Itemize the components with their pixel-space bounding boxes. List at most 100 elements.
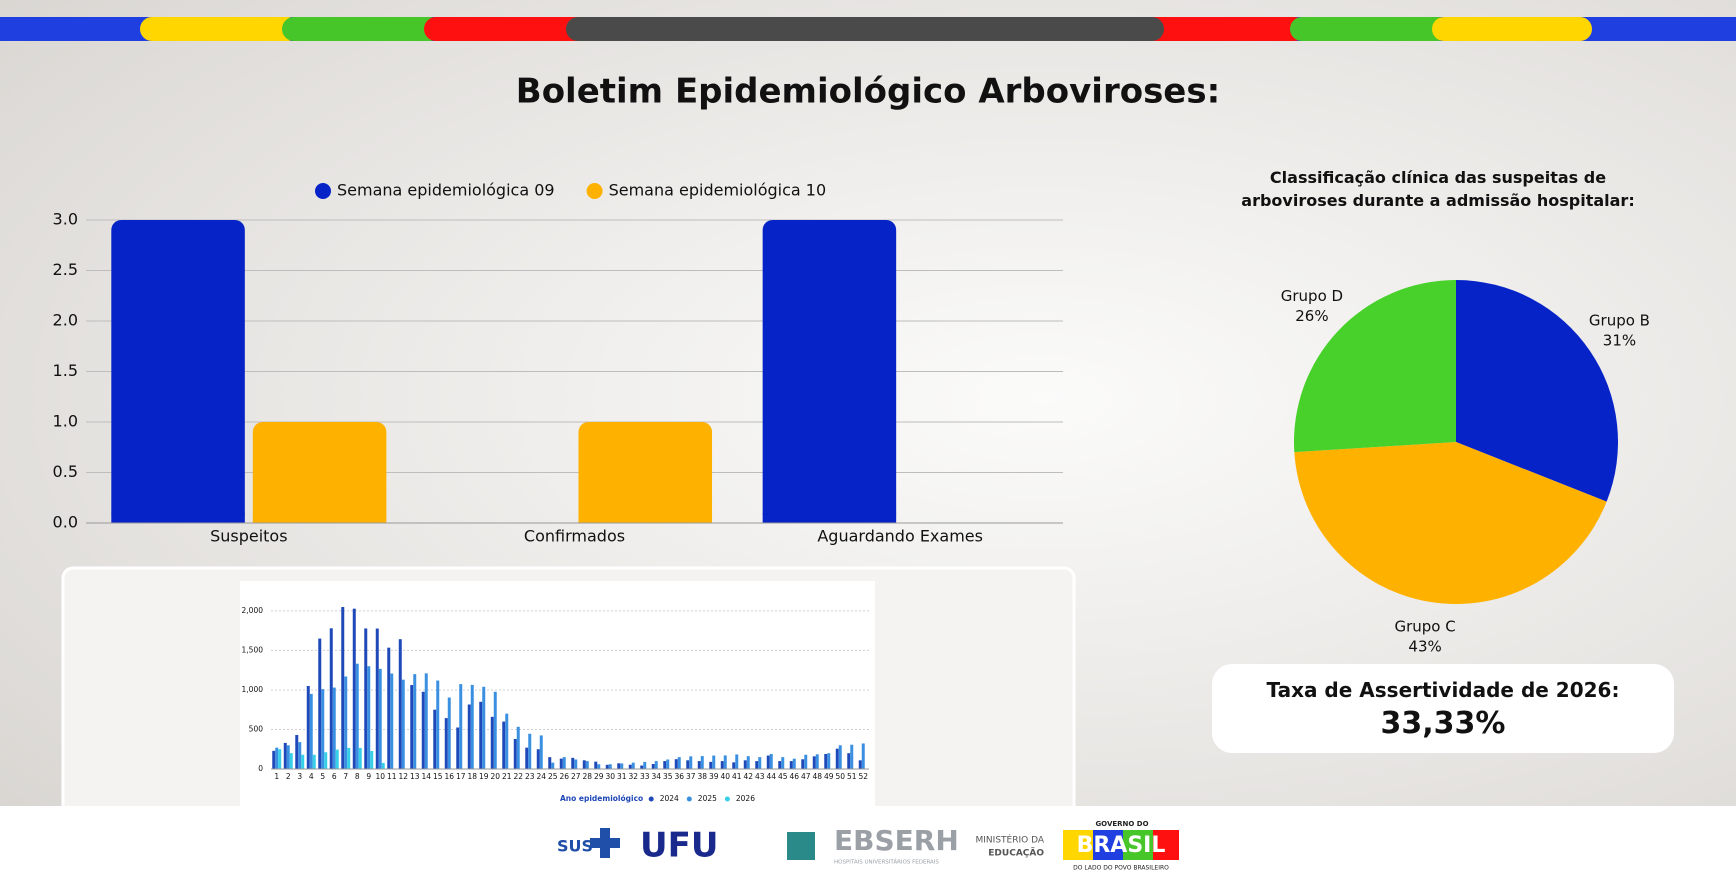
x-tick-label: 40: [720, 772, 730, 781]
x-tick-label: 9: [366, 772, 371, 781]
x-tick-label: 1: [274, 772, 279, 781]
legend-swatch: [586, 183, 603, 199]
bar: [847, 753, 851, 769]
bar: [387, 647, 391, 769]
footer-logos: SUS UFU EBSERH HOSPITAIS UNIVERSITÁRIOS …: [557, 820, 1179, 872]
logo-ufu: UFU: [640, 826, 718, 866]
x-tick-label: 32: [628, 772, 638, 781]
bar: [720, 761, 724, 769]
bar: [467, 704, 471, 769]
bar: [306, 686, 310, 769]
x-tick-label: 21: [502, 772, 512, 781]
bar: [769, 753, 773, 769]
slice-value: 43%: [1408, 638, 1441, 656]
bar: [789, 761, 793, 769]
footer-band: [0, 806, 1736, 886]
kpi-card: Taxa de Assertividade de 2026: 33,33%: [1212, 664, 1674, 753]
bar: [433, 709, 437, 769]
x-tick-label: 11: [387, 772, 397, 781]
x-tick-label: 44: [766, 772, 776, 781]
legend-label: 2025: [698, 794, 717, 803]
bar: [654, 761, 658, 769]
x-tick-label: 47: [801, 772, 811, 781]
x-tick-label: 45: [778, 772, 788, 781]
bar: [631, 762, 635, 769]
x-tick-label: 39: [709, 772, 719, 781]
y-tick-label: 1.5: [53, 361, 78, 380]
bar: [283, 742, 287, 769]
x-tick-label: 20: [490, 772, 500, 781]
legend-title: Ano epidemiológico: [560, 794, 643, 803]
bar: [444, 718, 448, 769]
bar: [700, 756, 704, 769]
bar: [709, 761, 713, 769]
x-tick-label: 22: [513, 772, 523, 781]
logo-ebserh: EBSERH: [834, 824, 959, 857]
bar: [390, 673, 394, 769]
bar: [493, 691, 497, 769]
bar: [812, 756, 816, 769]
y-tick-label: 2,000: [242, 606, 264, 615]
logo-gov-2: BRASIL: [1077, 833, 1166, 858]
x-tick-label: 34: [651, 772, 661, 781]
bar: [743, 760, 747, 769]
logo-mec-2: EDUCAÇÃO: [988, 848, 1044, 859]
top-stripe: [0, 17, 1736, 41]
x-tick-label: 37: [686, 772, 696, 781]
bar: [686, 760, 690, 769]
bar-base: [111, 513, 245, 523]
x-tick-label: 8: [355, 772, 360, 781]
chart-layer: 0.0 0.5 1.0 1.5 2.0 2.5 3.0 Suspeitos Confirmado…: [53, 181, 1650, 804]
kpi-label: Taxa de Assertividade de 2026:: [1266, 678, 1620, 702]
bar: [597, 764, 601, 769]
x-tick-label: 41: [732, 772, 742, 781]
slice-name: Grupo C: [1394, 618, 1455, 636]
bar: [574, 759, 578, 769]
legend-label: Semana epidemiológica 09: [337, 181, 555, 200]
logo-sus: SUS: [557, 837, 593, 856]
bar: [689, 756, 693, 769]
x-tick-label: 18: [467, 772, 477, 781]
x-tick-label: 31: [617, 772, 627, 781]
bar: [459, 684, 463, 769]
x-tick-label: 35: [663, 772, 673, 781]
bar: [341, 607, 345, 769]
x-tick-label: 7: [343, 772, 348, 781]
bar: [436, 680, 440, 769]
bar: [571, 757, 575, 769]
bar: [278, 749, 282, 769]
bar: [539, 735, 543, 769]
bar: [358, 747, 362, 769]
y-tick-label: 0.5: [53, 462, 78, 481]
bar: [850, 744, 854, 769]
bar: [375, 628, 379, 769]
pie-slice: [1294, 280, 1456, 453]
bar: [815, 754, 819, 769]
bar: [252, 422, 387, 523]
bar: [482, 686, 486, 769]
x-tick-label: 28: [582, 772, 592, 781]
x-tick-label: 42: [743, 772, 753, 781]
bar: [585, 761, 589, 769]
legend-label: 2024: [660, 794, 679, 803]
x-tick-label: 19: [479, 772, 489, 781]
y-tick-label: 2.5: [53, 260, 78, 279]
bar: [401, 679, 405, 769]
y-tick-label: 1.0: [53, 412, 78, 431]
kpi-value: 33,33%: [1380, 706, 1506, 741]
bar: [762, 220, 897, 523]
bar: [381, 762, 385, 769]
bar: [470, 684, 474, 769]
bar: [838, 745, 842, 769]
x-tick-label: 36: [674, 772, 684, 781]
bar: [513, 738, 517, 769]
x-tick-label: 6: [332, 772, 337, 781]
bar: [516, 726, 520, 769]
bar: [666, 759, 670, 769]
y-tick-label: 0.0: [53, 513, 78, 532]
x-tick-label: 14: [421, 772, 431, 781]
legend-label: 2026: [736, 794, 755, 803]
legend-swatch: [648, 796, 654, 802]
logo-gov-1: GOVERNO DO: [1095, 820, 1148, 828]
bar: [344, 676, 348, 769]
